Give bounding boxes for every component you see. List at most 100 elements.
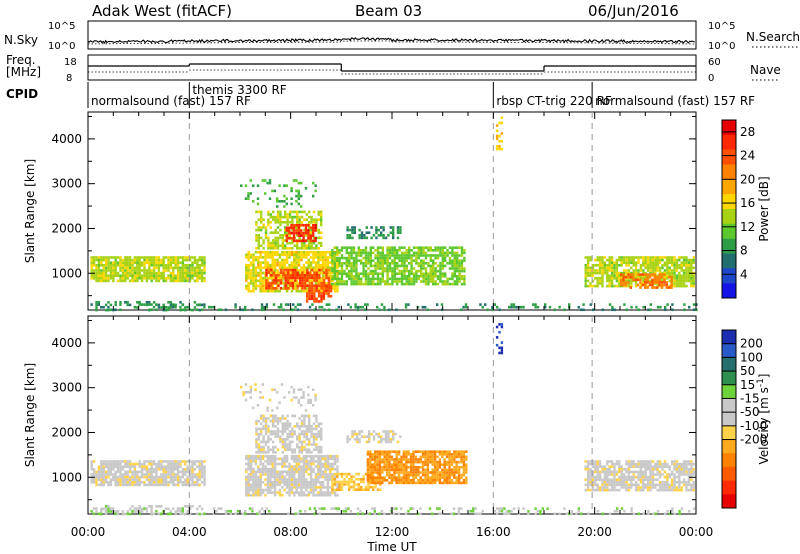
power-cell	[317, 228, 320, 232]
velocity-cell	[450, 458, 454, 461]
power-cell	[350, 272, 353, 275]
velocity-cell	[369, 476, 372, 479]
power-cell	[186, 274, 189, 277]
power-cell	[119, 269, 122, 272]
power-cell	[331, 254, 334, 257]
velocity-cell	[298, 427, 301, 431]
power-cell	[331, 249, 334, 252]
velocity-cell	[305, 414, 308, 418]
velocity-cell	[381, 466, 384, 469]
velocity-cell	[281, 414, 284, 418]
power-cell	[663, 256, 667, 259]
power-cell	[620, 278, 623, 282]
velocity-cell	[254, 491, 258, 494]
velocity-cell	[249, 478, 253, 481]
velocity-cell	[385, 468, 389, 472]
power-cell	[424, 272, 428, 275]
power-cell	[114, 303, 117, 307]
velocity-cell	[293, 486, 296, 489]
power-cell	[603, 271, 607, 275]
velocity-cell	[145, 470, 149, 474]
velocity-cell	[305, 443, 308, 446]
velocity-cell	[376, 476, 379, 479]
velocity-cell	[429, 455, 432, 459]
velocity-cell	[276, 430, 280, 433]
power-cell	[403, 269, 406, 273]
velocity-cell	[355, 488, 358, 491]
power-cell	[586, 279, 590, 283]
power-cell	[97, 274, 101, 277]
power-cell	[510, 305, 513, 309]
power-cell	[294, 268, 297, 272]
velocity-cell	[355, 483, 358, 486]
power-cell	[276, 282, 279, 285]
power-cell	[167, 261, 170, 264]
velocity-cell	[372, 485, 375, 489]
velocity-cell	[412, 466, 415, 469]
velocity-cell	[393, 471, 396, 474]
power-cell	[646, 261, 650, 264]
power-cell	[422, 280, 425, 283]
power-cell	[327, 284, 330, 288]
power-cell	[265, 303, 268, 306]
power-cell	[687, 258, 691, 262]
power-cell	[302, 231, 305, 235]
power-cell	[460, 277, 464, 281]
power-cell	[252, 287, 255, 290]
velocity-cell	[254, 483, 258, 487]
power-cell	[245, 263, 248, 267]
velocity-cell	[179, 481, 182, 484]
power-echo-region	[90, 303, 698, 312]
velocity-cell	[264, 417, 268, 420]
power-cell	[453, 280, 456, 283]
velocity-cell	[441, 473, 444, 477]
velocity-cell	[97, 475, 101, 479]
power-cell	[615, 279, 619, 283]
power-cell	[284, 244, 287, 247]
velocity-cell	[319, 465, 322, 468]
velocity-cell	[128, 462, 132, 466]
velocity-cell	[305, 460, 308, 463]
power-cell	[639, 286, 642, 289]
velocity-cell	[104, 481, 108, 484]
power-cell	[138, 271, 141, 275]
power-cell	[338, 262, 341, 265]
velocity-cell	[309, 473, 313, 476]
power-cell	[644, 281, 647, 284]
power-cell	[329, 276, 332, 280]
power-cell	[310, 228, 313, 232]
power-cell	[601, 277, 604, 280]
velocity-cell	[114, 470, 117, 474]
power-cell	[598, 282, 602, 285]
velocity-cell	[136, 462, 139, 466]
velocity-cell	[249, 483, 253, 487]
power-cell	[685, 279, 688, 283]
power-cell	[327, 289, 330, 293]
power-cell	[267, 287, 271, 290]
velocity-cell	[288, 440, 292, 444]
power-cell	[126, 277, 129, 280]
power-cell	[367, 262, 370, 265]
velocity-cell	[164, 478, 168, 481]
power-cell	[291, 274, 295, 277]
power-cell	[273, 271, 277, 275]
velocity-cell	[281, 430, 284, 433]
power-cell	[350, 246, 353, 249]
velocity-cell	[297, 467, 301, 471]
power-cell	[315, 247, 318, 250]
power-cell	[348, 254, 351, 257]
velocity-cell	[179, 478, 182, 481]
power-cell	[354, 305, 357, 309]
velocity-cell	[312, 435, 316, 438]
velocity-cell	[358, 440, 361, 444]
velocity-cell	[343, 478, 346, 481]
power-cell	[362, 251, 365, 255]
velocity-cell	[112, 478, 115, 481]
velocity-cell	[172, 470, 175, 474]
power-cell	[296, 213, 299, 216]
velocity-cell	[357, 483, 360, 486]
velocity-cell	[121, 512, 125, 516]
velocity-cell	[278, 493, 282, 497]
velocity-cell	[262, 438, 265, 441]
velocity-cell	[319, 480, 322, 484]
